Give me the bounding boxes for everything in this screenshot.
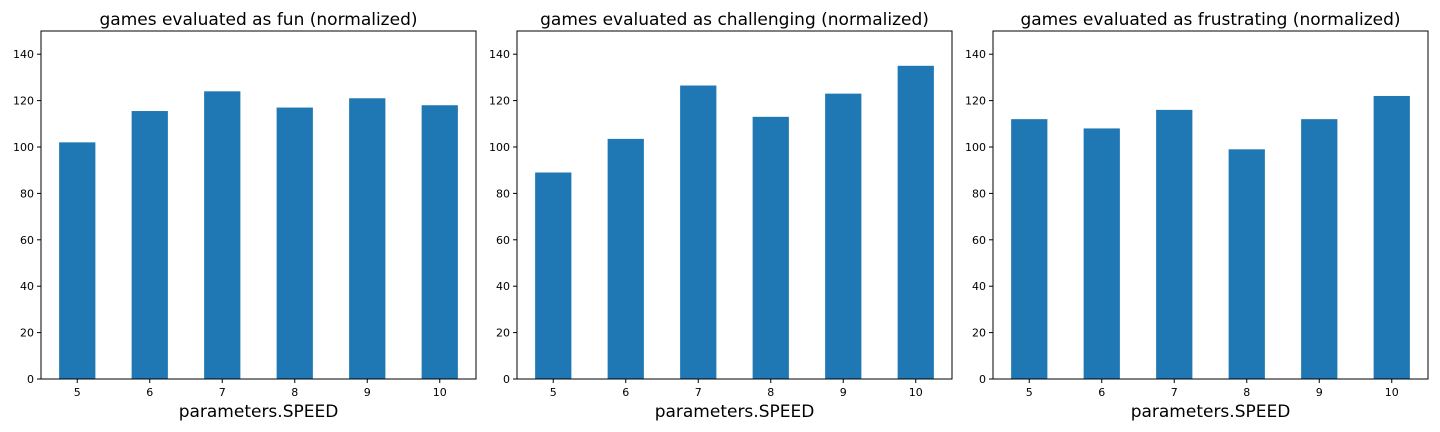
y-tick-label: 40 bbox=[20, 280, 34, 293]
y-tick-label: 120 bbox=[13, 95, 34, 108]
y-tick-label: 20 bbox=[972, 327, 986, 340]
y-tick-label: 140 bbox=[965, 48, 986, 61]
x-tick-label: 5 bbox=[1026, 386, 1033, 399]
x-tick-label: 8 bbox=[767, 386, 774, 399]
plot-frame bbox=[40, 30, 477, 380]
y-tick-label: 120 bbox=[965, 95, 986, 108]
y-tick-label: 120 bbox=[489, 95, 510, 108]
y-tick-label: 20 bbox=[496, 327, 510, 340]
bar-6 bbox=[607, 138, 644, 379]
x-tick-label: 6 bbox=[146, 386, 153, 399]
x-axis-label: parameters.SPEED bbox=[179, 402, 339, 422]
y-tick-label: 40 bbox=[972, 280, 986, 293]
x-tick-label: 7 bbox=[695, 386, 702, 399]
x-axis-label: parameters.SPEED bbox=[1131, 402, 1291, 422]
x-tick-label: 9 bbox=[364, 386, 371, 399]
plot-frame bbox=[516, 30, 953, 380]
y-tick-label: 80 bbox=[496, 187, 510, 200]
bar-7 bbox=[1156, 109, 1193, 379]
y-tick-label: 60 bbox=[496, 234, 510, 247]
x-tick-label: 6 bbox=[622, 386, 629, 399]
x-tick-label: 10 bbox=[909, 386, 923, 399]
chart-title: games evaluated as frustrating (normaliz… bbox=[1020, 10, 1400, 30]
chart-title: games evaluated as challenging (normaliz… bbox=[540, 10, 929, 30]
bar-9 bbox=[825, 93, 862, 379]
x-axis-label: parameters.SPEED bbox=[655, 402, 815, 422]
y-tick-label: 60 bbox=[20, 234, 34, 247]
y-tick-label: 80 bbox=[972, 187, 986, 200]
bar-9 bbox=[1301, 119, 1338, 379]
bar-5 bbox=[59, 142, 96, 379]
bar-5 bbox=[1011, 119, 1048, 379]
y-tick-label: 0 bbox=[27, 373, 34, 386]
chart-panel-3: 0 20 40 60 80 100 120 140 5 6 7 8 9 10 games evaluated… bbox=[965, 10, 1429, 422]
chart-panel-2: 0 20 40 60 80 100 120 140 5 6 7 8 9 10 games evaluated… bbox=[489, 10, 953, 422]
chart-panel-1: 0 20 40 60 80 100 120 140 5 6 7 8 9 10 games evaluated… bbox=[13, 10, 477, 422]
bar-6 bbox=[1083, 128, 1120, 379]
y-tick-label: 100 bbox=[965, 141, 986, 154]
y-tick-label: 0 bbox=[979, 373, 986, 386]
y-tick-label: 140 bbox=[489, 48, 510, 61]
chart-title: games evaluated as fun (normalized) bbox=[99, 10, 417, 30]
x-tick-label: 7 bbox=[1171, 386, 1178, 399]
x-tick-label: 10 bbox=[1385, 386, 1399, 399]
x-tick-label: 9 bbox=[840, 386, 847, 399]
x-tick-label: 8 bbox=[1243, 386, 1250, 399]
bar-10 bbox=[421, 105, 458, 380]
y-tick-label: 20 bbox=[20, 327, 34, 340]
y-tick-label: 0 bbox=[503, 373, 510, 386]
y-tick-label: 80 bbox=[20, 187, 34, 200]
bar-10 bbox=[1373, 95, 1410, 380]
x-tick-label: 10 bbox=[433, 386, 447, 399]
x-tick-label: 5 bbox=[74, 386, 81, 399]
x-tick-label: 7 bbox=[219, 386, 226, 399]
x-tick-label: 5 bbox=[550, 386, 557, 399]
bar-7 bbox=[680, 85, 717, 380]
y-tick-label: 100 bbox=[13, 141, 34, 154]
bar-8 bbox=[752, 116, 789, 379]
bar-9 bbox=[349, 98, 386, 379]
x-tick-label: 8 bbox=[291, 386, 298, 399]
bar-8 bbox=[276, 107, 313, 379]
bar-10 bbox=[897, 65, 934, 380]
plot-frame bbox=[992, 30, 1429, 380]
bar-6 bbox=[131, 111, 168, 379]
y-tick-label: 60 bbox=[972, 234, 986, 247]
x-tick-label: 9 bbox=[1316, 386, 1323, 399]
bar-8 bbox=[1228, 149, 1265, 379]
y-tick-label: 140 bbox=[13, 48, 34, 61]
bar-5 bbox=[535, 172, 572, 379]
y-tick-label: 100 bbox=[489, 141, 510, 154]
bar-7 bbox=[204, 91, 241, 379]
y-tick-label: 40 bbox=[496, 280, 510, 293]
x-tick-label: 6 bbox=[1098, 386, 1105, 399]
